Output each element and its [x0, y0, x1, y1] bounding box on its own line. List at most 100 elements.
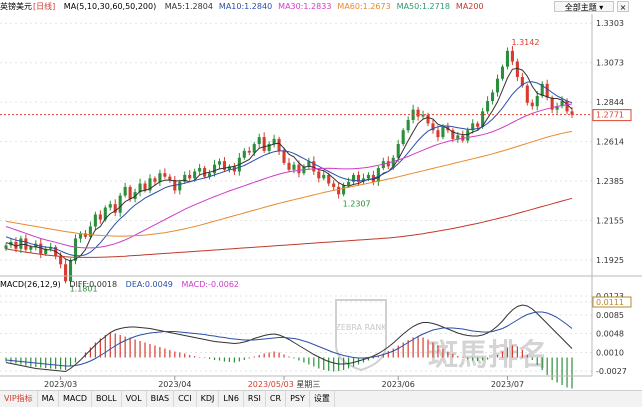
candle-body — [178, 181, 182, 191]
current-price-box — [592, 109, 632, 122]
price-annotation: 1.3142 — [511, 38, 539, 47]
macd-line-diff — [5, 304, 573, 373]
candle-body — [421, 114, 425, 117]
tab-ln6[interactable]: LN6 — [219, 391, 244, 407]
candle-body — [545, 83, 549, 98]
candle-body — [208, 173, 212, 177]
ma-line-ma10 — [5, 81, 573, 257]
ma-line-ma200 — [5, 197, 573, 258]
candle-body — [520, 76, 524, 86]
y-tick-label: 0.0048 — [596, 330, 624, 339]
ma-line-ma5 — [5, 67, 573, 262]
price-chart[interactable]: ZEBRA RANK 斑馬排名 1.3303 1.3073 1.2844 1.2614… — [0, 0, 642, 390]
candle-body — [361, 178, 366, 182]
candle-body — [436, 130, 440, 138]
chevron-down-icon: ▾ — [599, 3, 604, 12]
candle-body — [376, 168, 380, 182]
candle-body — [158, 173, 162, 182]
tab-cci[interactable]: CCI — [174, 391, 197, 407]
candle-body — [49, 247, 53, 249]
candle-body — [416, 109, 420, 117]
candle-body — [138, 183, 142, 193]
macd-value-box — [592, 296, 632, 308]
ma-value-0: MA5:1.2804 — [164, 2, 213, 11]
candle-body — [198, 168, 202, 172]
candle-body — [396, 144, 400, 158]
candle-body — [287, 162, 291, 170]
y-tick-label: 0.0085 — [596, 311, 624, 320]
candle-body — [39, 243, 43, 254]
candle-body — [252, 144, 256, 153]
y-tick-label: 1.2614 — [596, 138, 624, 147]
candle-body — [262, 137, 266, 151]
ma-value-4: MA50:1.2718 — [396, 2, 450, 11]
candle-body — [113, 204, 117, 213]
theme-select[interactable]: 全部主题 ▾ — [554, 1, 614, 12]
candle-body — [555, 106, 559, 110]
candle-body — [366, 174, 370, 179]
candle-body — [203, 168, 207, 177]
candle-body — [193, 171, 197, 179]
candle-body — [401, 130, 405, 144]
candle-body — [505, 50, 509, 67]
candle-body — [272, 138, 276, 144]
tab-bias[interactable]: BIAS — [147, 391, 175, 407]
ma-line-ma30 — [5, 103, 573, 249]
ma-value-2: MA30:1.2833 — [278, 2, 332, 11]
tab-vol[interactable]: VOL — [122, 391, 147, 407]
watermark-small: ZEBRA RANK — [335, 323, 387, 332]
candle-body — [327, 174, 331, 184]
candle-body — [535, 95, 539, 107]
macd-header: MACD(26,12,9) DIFF:0.0018 DEA:0.0049 MAC… — [0, 279, 245, 291]
candle-body — [247, 150, 251, 153]
tab-psy[interactable]: PSY — [286, 391, 310, 407]
close-icon[interactable]: × — [617, 1, 629, 12]
y-tick-label: 1.3303 — [596, 19, 624, 28]
y-tick-label: 1.2844 — [596, 98, 624, 107]
tab-cr[interactable]: CR — [266, 391, 287, 407]
ma-values: MA5:1.2804 MA10:1.2840 MA30:1.2833 MA60:1.2… — [165, 2, 490, 11]
tab-kdj[interactable]: KDJ — [197, 391, 220, 407]
candle-body — [88, 226, 92, 237]
y-tick-label: 1.2385 — [596, 177, 624, 186]
candle-body — [441, 126, 445, 138]
candle-body — [242, 150, 246, 158]
candle-body — [212, 164, 217, 174]
instrument-name: 英镑美元 — [0, 2, 32, 11]
y-tick-label: 1.1925 — [596, 256, 624, 265]
candle-body — [128, 186, 132, 199]
price-annotation: 1.1801 — [70, 284, 98, 293]
candle-body — [118, 195, 122, 213]
candle-body — [515, 61, 519, 77]
tab-ma[interactable]: MA — [38, 391, 60, 407]
x-tick-label: 2023/07 — [491, 380, 524, 389]
candle-body — [133, 192, 137, 199]
candle-body — [471, 123, 475, 131]
tab-vip[interactable]: VIP指标 — [0, 391, 38, 407]
tab-settings[interactable]: 设置 — [310, 391, 335, 407]
x-tick-label: 2023/03 — [44, 380, 77, 389]
candle-body — [406, 119, 410, 131]
candle-body — [570, 111, 574, 115]
tab-boll[interactable]: BOLL — [92, 391, 122, 407]
candle-body — [59, 255, 63, 265]
macd-diff: DIFF:0.0018 — [69, 280, 118, 289]
candle-body — [337, 186, 341, 195]
ma-value-5: MA200 — [455, 2, 484, 11]
candle-body — [73, 238, 78, 261]
candle-body — [391, 157, 395, 167]
candle-body — [103, 207, 107, 220]
candle-body — [277, 138, 281, 151]
candle-body — [183, 174, 187, 182]
tab-macd[interactable]: MACD — [59, 391, 93, 407]
y-tick-label: -0.0027 — [596, 367, 627, 376]
candle-body — [540, 83, 544, 96]
watermark-big: 斑馬排名 — [428, 338, 548, 373]
candle-body — [168, 176, 172, 181]
tab-rsi[interactable]: RSI — [244, 391, 266, 407]
candle-body — [257, 137, 261, 144]
candle-body — [431, 123, 435, 131]
candle-body — [381, 161, 385, 169]
candle-body — [217, 161, 222, 165]
candle-body — [312, 161, 316, 172]
